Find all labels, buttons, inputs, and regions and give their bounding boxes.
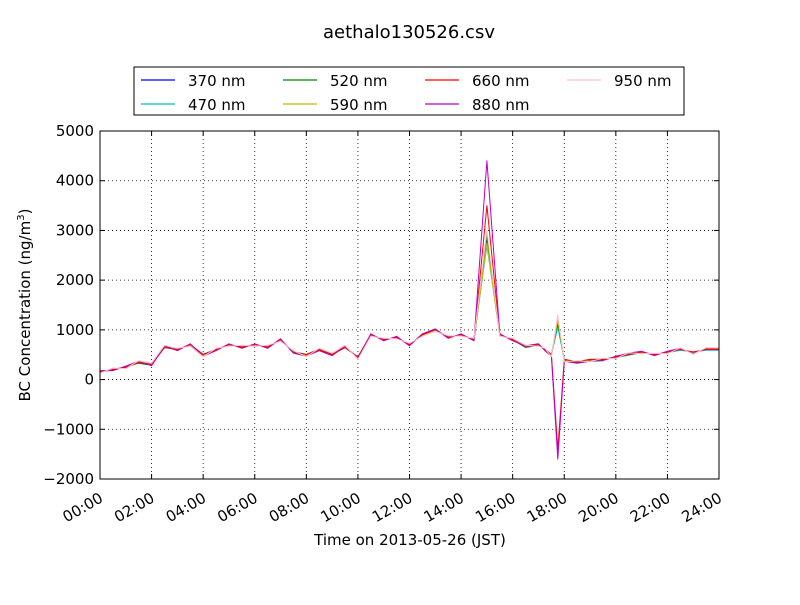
legend-item: 520 nm (283, 72, 388, 90)
y-tick-label: −2000 (43, 470, 94, 488)
legend-label: 370 nm (188, 72, 246, 90)
y-tick-label: 5000 (56, 122, 94, 140)
legend-label: 520 nm (330, 72, 388, 90)
y-tick-label: 4000 (56, 172, 94, 190)
chart-title: aethalo130526.csv (323, 22, 495, 43)
legend: 370 nm 470 nm 520 nm 590 nm 660 nm 880 nm 950 … (133, 66, 685, 116)
y-axis-label: BC Concentration (ng/m3) (16, 209, 34, 402)
series-line-950-nm (99, 229, 719, 374)
legend-box (133, 66, 685, 116)
y-tick-label: 1000 (56, 321, 94, 339)
legend-item: 660 nm (425, 72, 530, 90)
y-tick-label: −1000 (43, 420, 94, 438)
legend-item: 880 nm (425, 96, 530, 114)
legend-item: 950 nm (567, 72, 672, 90)
y-axis-label-sup: 3 (16, 214, 27, 220)
legend-label: 590 nm (330, 96, 388, 114)
y-tick-label: 2000 (56, 271, 94, 289)
y-tick-label: 3000 (56, 221, 94, 239)
legend-label: 950 nm (614, 72, 672, 90)
legend-label: 880 nm (472, 96, 530, 114)
y-tick-label: 0 (84, 371, 94, 389)
legend-item: 590 nm (283, 96, 388, 114)
x-axis-label: Time on 2013-05-26 (JST) (313, 531, 506, 549)
legend-item: 370 nm (141, 72, 246, 90)
legend-label: 660 nm (472, 72, 530, 90)
y-axis-label-main: BC Concentration (ng/m (16, 221, 34, 402)
legend-label: 470 nm (188, 96, 246, 114)
legend-item: 470 nm (141, 96, 246, 114)
series-layer (99, 160, 719, 460)
y-axis-label-close: ) (16, 209, 34, 215)
